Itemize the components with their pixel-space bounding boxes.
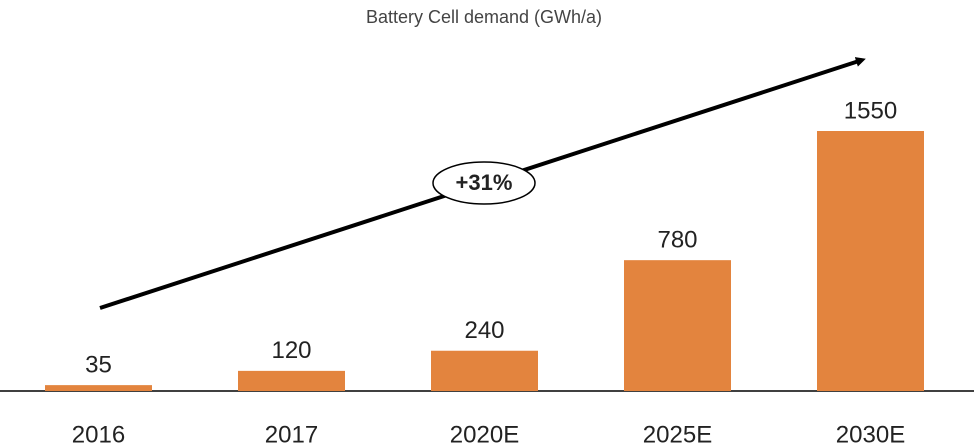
value-label: 35 <box>85 351 112 378</box>
x-tick-label: 2016 <box>72 421 125 448</box>
value-label: 120 <box>271 337 311 364</box>
x-tick-label: 2020E <box>450 421 519 448</box>
bar <box>817 131 924 391</box>
bar <box>624 260 731 391</box>
value-label: 780 <box>657 227 697 254</box>
bar <box>431 350 538 391</box>
x-tick-label: 2017 <box>265 421 318 448</box>
annotation-bubble <box>432 161 536 205</box>
chart-title: Battery Cell demand (GWh/a) <box>366 7 602 27</box>
value-label: 240 <box>464 317 504 344</box>
bar <box>45 385 152 391</box>
x-tick-label: 2025E <box>643 421 712 448</box>
bar <box>238 370 345 391</box>
x-tick-label: 2030E <box>836 421 905 448</box>
annotation: +31% <box>456 170 513 195</box>
value-label: 1550 <box>844 97 897 124</box>
